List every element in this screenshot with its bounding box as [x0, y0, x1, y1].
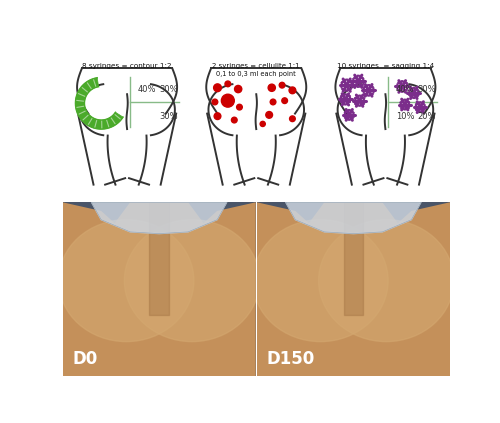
Circle shape [234, 85, 242, 93]
Circle shape [253, 220, 388, 342]
Text: 10 syringes  = sagging 1:4: 10 syringes = sagging 1:4 [337, 63, 434, 69]
Text: 40%: 40% [138, 85, 156, 93]
Polygon shape [174, 202, 256, 376]
Circle shape [214, 84, 222, 92]
Polygon shape [111, 202, 208, 376]
Polygon shape [344, 202, 363, 316]
Circle shape [225, 81, 230, 87]
Text: 30%: 30% [160, 112, 178, 121]
Text: D150: D150 [266, 350, 314, 368]
Circle shape [318, 220, 454, 342]
Circle shape [212, 99, 218, 105]
Text: D0: D0 [72, 350, 98, 368]
Polygon shape [256, 202, 338, 376]
Circle shape [222, 94, 234, 107]
Polygon shape [305, 202, 402, 376]
Circle shape [289, 87, 296, 94]
Circle shape [266, 112, 272, 118]
Text: 30%: 30% [418, 85, 436, 93]
Polygon shape [92, 202, 227, 233]
Polygon shape [286, 202, 421, 233]
Text: 40%: 40% [396, 85, 414, 93]
Polygon shape [369, 202, 450, 376]
Circle shape [214, 113, 221, 120]
Circle shape [279, 82, 285, 88]
Text: 0,1 to 0,3 ml each point: 0,1 to 0,3 ml each point [216, 71, 296, 77]
Text: 10%: 10% [396, 112, 414, 121]
Text: 8 syringes = contour 1:2: 8 syringes = contour 1:2 [82, 63, 172, 69]
Circle shape [268, 84, 276, 91]
Circle shape [124, 220, 260, 342]
Circle shape [232, 117, 237, 123]
Polygon shape [76, 78, 123, 129]
Circle shape [282, 98, 288, 104]
Polygon shape [62, 202, 144, 376]
Text: 30%: 30% [160, 85, 178, 93]
Circle shape [260, 121, 266, 126]
Text: 20%: 20% [418, 112, 436, 121]
Text: 2 syringes = cellulite 1:1: 2 syringes = cellulite 1:1 [212, 63, 300, 69]
Polygon shape [150, 202, 169, 316]
Circle shape [236, 104, 242, 110]
Circle shape [58, 220, 194, 342]
Circle shape [290, 116, 296, 121]
Circle shape [270, 99, 276, 105]
